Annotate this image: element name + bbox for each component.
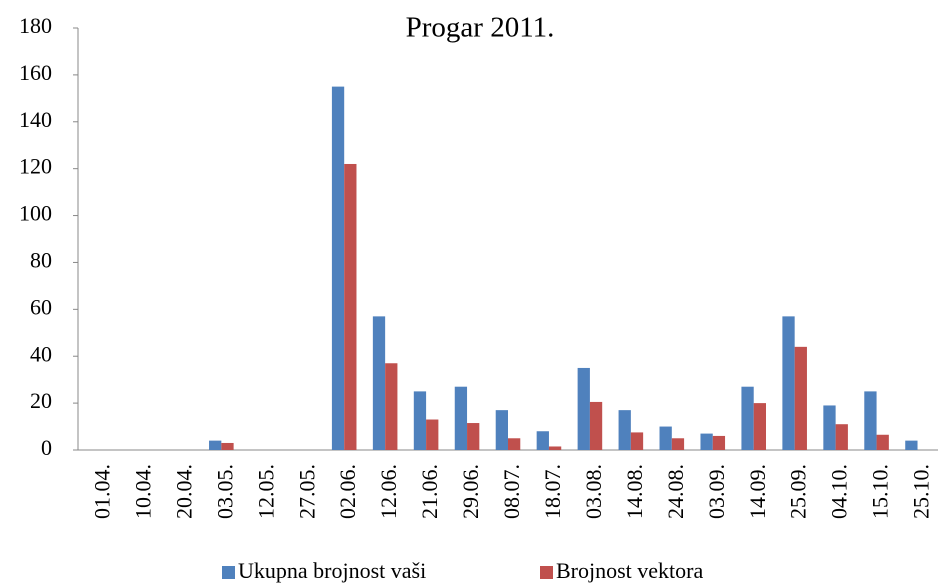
y-tick-label: 100 bbox=[19, 201, 52, 226]
y-tick-label: 20 bbox=[30, 388, 52, 413]
bar bbox=[385, 363, 398, 450]
y-tick-label: 180 bbox=[19, 13, 52, 38]
bar bbox=[712, 435, 726, 450]
legend-swatch bbox=[222, 566, 235, 579]
bar bbox=[876, 434, 889, 450]
x-tick-label: 02.06. bbox=[335, 464, 360, 519]
x-tick-label: 20.04. bbox=[171, 464, 196, 519]
bar bbox=[782, 316, 795, 450]
bar bbox=[548, 446, 562, 450]
bar bbox=[536, 431, 549, 450]
bar bbox=[753, 403, 766, 450]
bar bbox=[577, 367, 590, 450]
x-tick-label: 29.06. bbox=[458, 464, 483, 519]
x-tick-label: 14.09. bbox=[745, 464, 770, 519]
x-tick-label: 01.04. bbox=[90, 464, 115, 519]
bar bbox=[741, 386, 754, 450]
x-tick-label: 08.07. bbox=[499, 464, 524, 519]
x-tick-label: 21.06. bbox=[417, 464, 442, 519]
bar bbox=[344, 163, 357, 450]
x-tick-label: 03.09. bbox=[704, 464, 729, 519]
bar bbox=[372, 316, 386, 450]
bar bbox=[618, 410, 631, 450]
bar bbox=[209, 440, 222, 450]
bar bbox=[221, 442, 234, 450]
x-tick-label: 03.05. bbox=[212, 464, 237, 519]
bar bbox=[905, 440, 918, 450]
bar bbox=[454, 386, 468, 450]
bar bbox=[630, 432, 644, 450]
y-tick-label: 120 bbox=[19, 154, 52, 179]
y-tick-label: 140 bbox=[19, 107, 52, 132]
x-tick-label: 15.10. bbox=[868, 464, 893, 519]
x-tick-label: 25.09. bbox=[786, 464, 811, 519]
bar bbox=[331, 86, 345, 450]
bar bbox=[413, 391, 427, 450]
x-tick-label: 14.08. bbox=[622, 464, 647, 519]
legend-label: Ukupna brojnost vaši bbox=[238, 558, 426, 583]
x-tick-label: 10.04. bbox=[130, 464, 155, 519]
bar bbox=[426, 419, 439, 450]
y-tick-label: 80 bbox=[30, 247, 52, 272]
x-tick-label: 12.06. bbox=[376, 464, 401, 519]
x-tick-label: 24.08. bbox=[663, 464, 688, 519]
y-tick-label: 160 bbox=[19, 60, 52, 85]
x-tick-label: 25.10. bbox=[909, 464, 934, 519]
bar bbox=[794, 346, 807, 450]
legend-swatch bbox=[540, 566, 553, 579]
bar bbox=[508, 438, 521, 450]
bar bbox=[864, 391, 877, 450]
y-tick-label: 0 bbox=[41, 435, 52, 460]
bar bbox=[495, 410, 508, 450]
bar bbox=[835, 424, 848, 450]
x-tick-label: 12.05. bbox=[253, 464, 278, 519]
legend-label: Brojnost vektora bbox=[556, 558, 703, 583]
x-tick-label: 27.05. bbox=[294, 464, 319, 519]
y-tick-label: 40 bbox=[30, 341, 52, 366]
chart-title: Progar 2011. bbox=[406, 12, 555, 44]
bar bbox=[589, 401, 603, 450]
x-tick-label: 18.07. bbox=[540, 464, 565, 519]
x-tick-label: 04.10. bbox=[827, 464, 852, 519]
bar bbox=[823, 405, 836, 450]
y-tick-label: 60 bbox=[30, 294, 52, 319]
bar bbox=[659, 426, 672, 450]
bar bbox=[700, 433, 713, 450]
bar bbox=[671, 438, 685, 450]
x-tick-label: 03.08. bbox=[581, 464, 606, 519]
bar bbox=[467, 423, 480, 450]
